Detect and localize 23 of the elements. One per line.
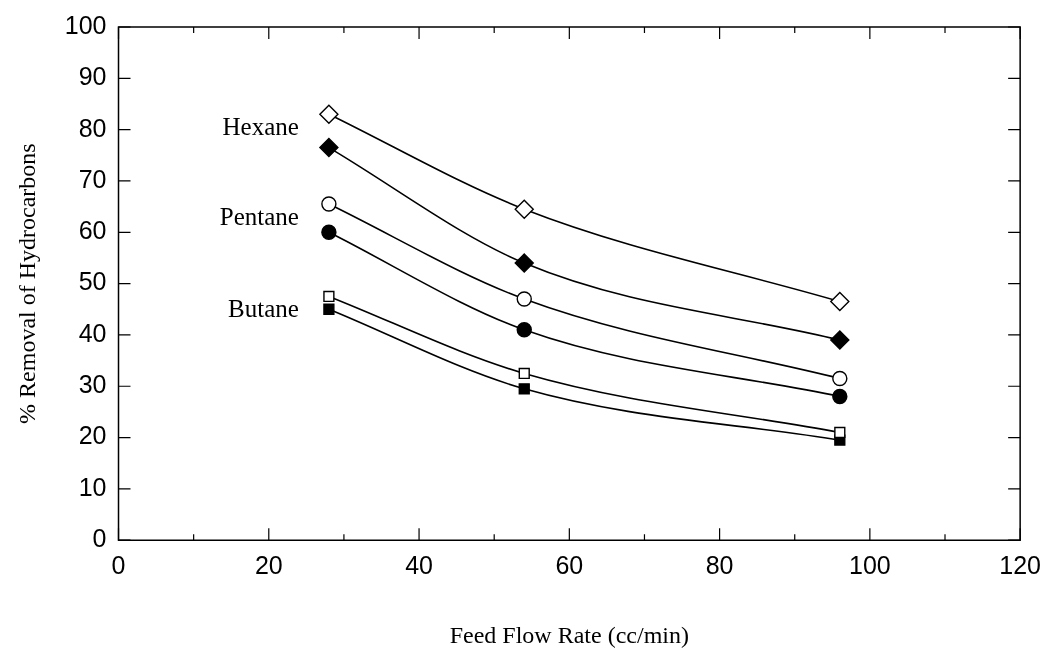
- y-tick-label: 30: [78, 370, 107, 399]
- x-tick-label: 80: [705, 551, 734, 580]
- y-tick-label: 90: [78, 62, 107, 91]
- annotation: Hexane: [222, 112, 299, 140]
- y-tick-label: 10: [78, 472, 107, 501]
- y-tick-label: 80: [78, 113, 107, 142]
- x-tick-label: 60: [555, 551, 584, 580]
- x-tick-label: 100: [849, 551, 891, 580]
- y-tick-label: 50: [78, 267, 107, 296]
- annotation: Butane: [228, 294, 299, 322]
- y-tick-label: 70: [78, 164, 107, 193]
- y-tick-label: 0: [92, 524, 107, 553]
- x-axis-title: Feed Flow Rate (cc/min): [449, 621, 689, 648]
- y-tick-label: 20: [78, 421, 107, 450]
- y-tick-label: 60: [78, 216, 107, 245]
- y-tick-label: 40: [78, 318, 107, 347]
- x-tick-label: 40: [405, 551, 433, 580]
- y-tick-label: 100: [64, 10, 107, 39]
- annotation: Pentane: [219, 202, 299, 230]
- x-tick-label: 20: [254, 551, 283, 580]
- y-axis-title: % Removal of Hydrocarbons: [13, 143, 40, 424]
- x-tick-label: 120: [999, 551, 1041, 580]
- x-tick-label: 0: [111, 551, 126, 580]
